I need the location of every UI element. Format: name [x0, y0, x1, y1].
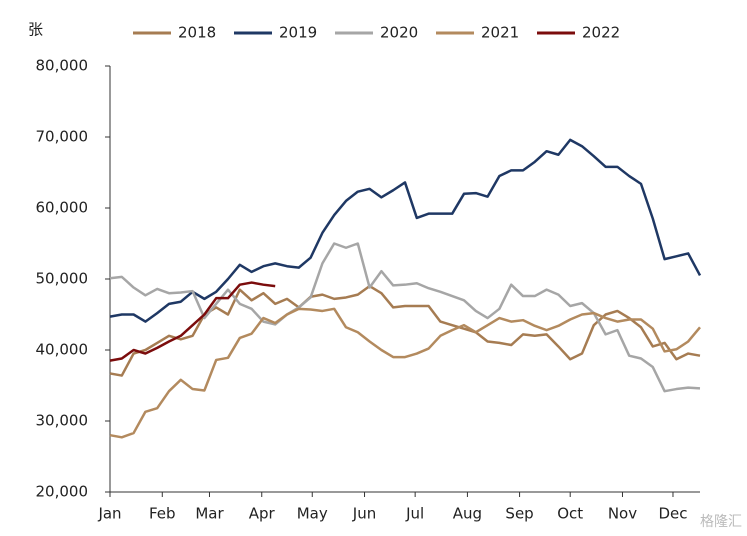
line-series [109, 242, 701, 393]
y-tick-label: 80,000 [36, 57, 89, 75]
x-tick-label: Apr [249, 505, 276, 523]
line-series [109, 281, 276, 362]
line-series [109, 138, 702, 323]
x-tick-label: Aug [453, 505, 482, 523]
y-axis-label: 张 [28, 21, 43, 39]
legend-label: 2020 [380, 24, 418, 42]
y-tick-label: 60,000 [36, 199, 89, 217]
y-tick-label: 30,000 [36, 412, 89, 430]
x-tick-label: Dec [658, 505, 687, 523]
x-tick-label: Jan [97, 505, 121, 523]
legend-label: 2018 [178, 24, 216, 42]
y-tick-label: 70,000 [36, 128, 89, 146]
x-tick-label: Mar [195, 505, 224, 523]
x-tick-label: May [297, 505, 328, 523]
y-tick-label: 20,000 [36, 483, 89, 501]
x-tick-label: Sep [505, 505, 533, 523]
y-tick-label: 40,000 [36, 341, 89, 359]
x-tick-label: Nov [608, 505, 637, 523]
x-tick-label: Jul [405, 505, 424, 523]
legend-label: 2022 [582, 24, 620, 42]
legend-label: 2021 [481, 24, 519, 42]
watermark: 格隆汇 [700, 514, 742, 530]
x-tick-label: Oct [557, 505, 583, 523]
legend-label: 2019 [279, 24, 317, 42]
x-tick-label: Jun [352, 505, 376, 523]
y-tick-label: 50,000 [36, 270, 89, 288]
line-series [109, 307, 701, 439]
line-series [109, 284, 701, 377]
x-tick-label: Feb [149, 505, 176, 523]
